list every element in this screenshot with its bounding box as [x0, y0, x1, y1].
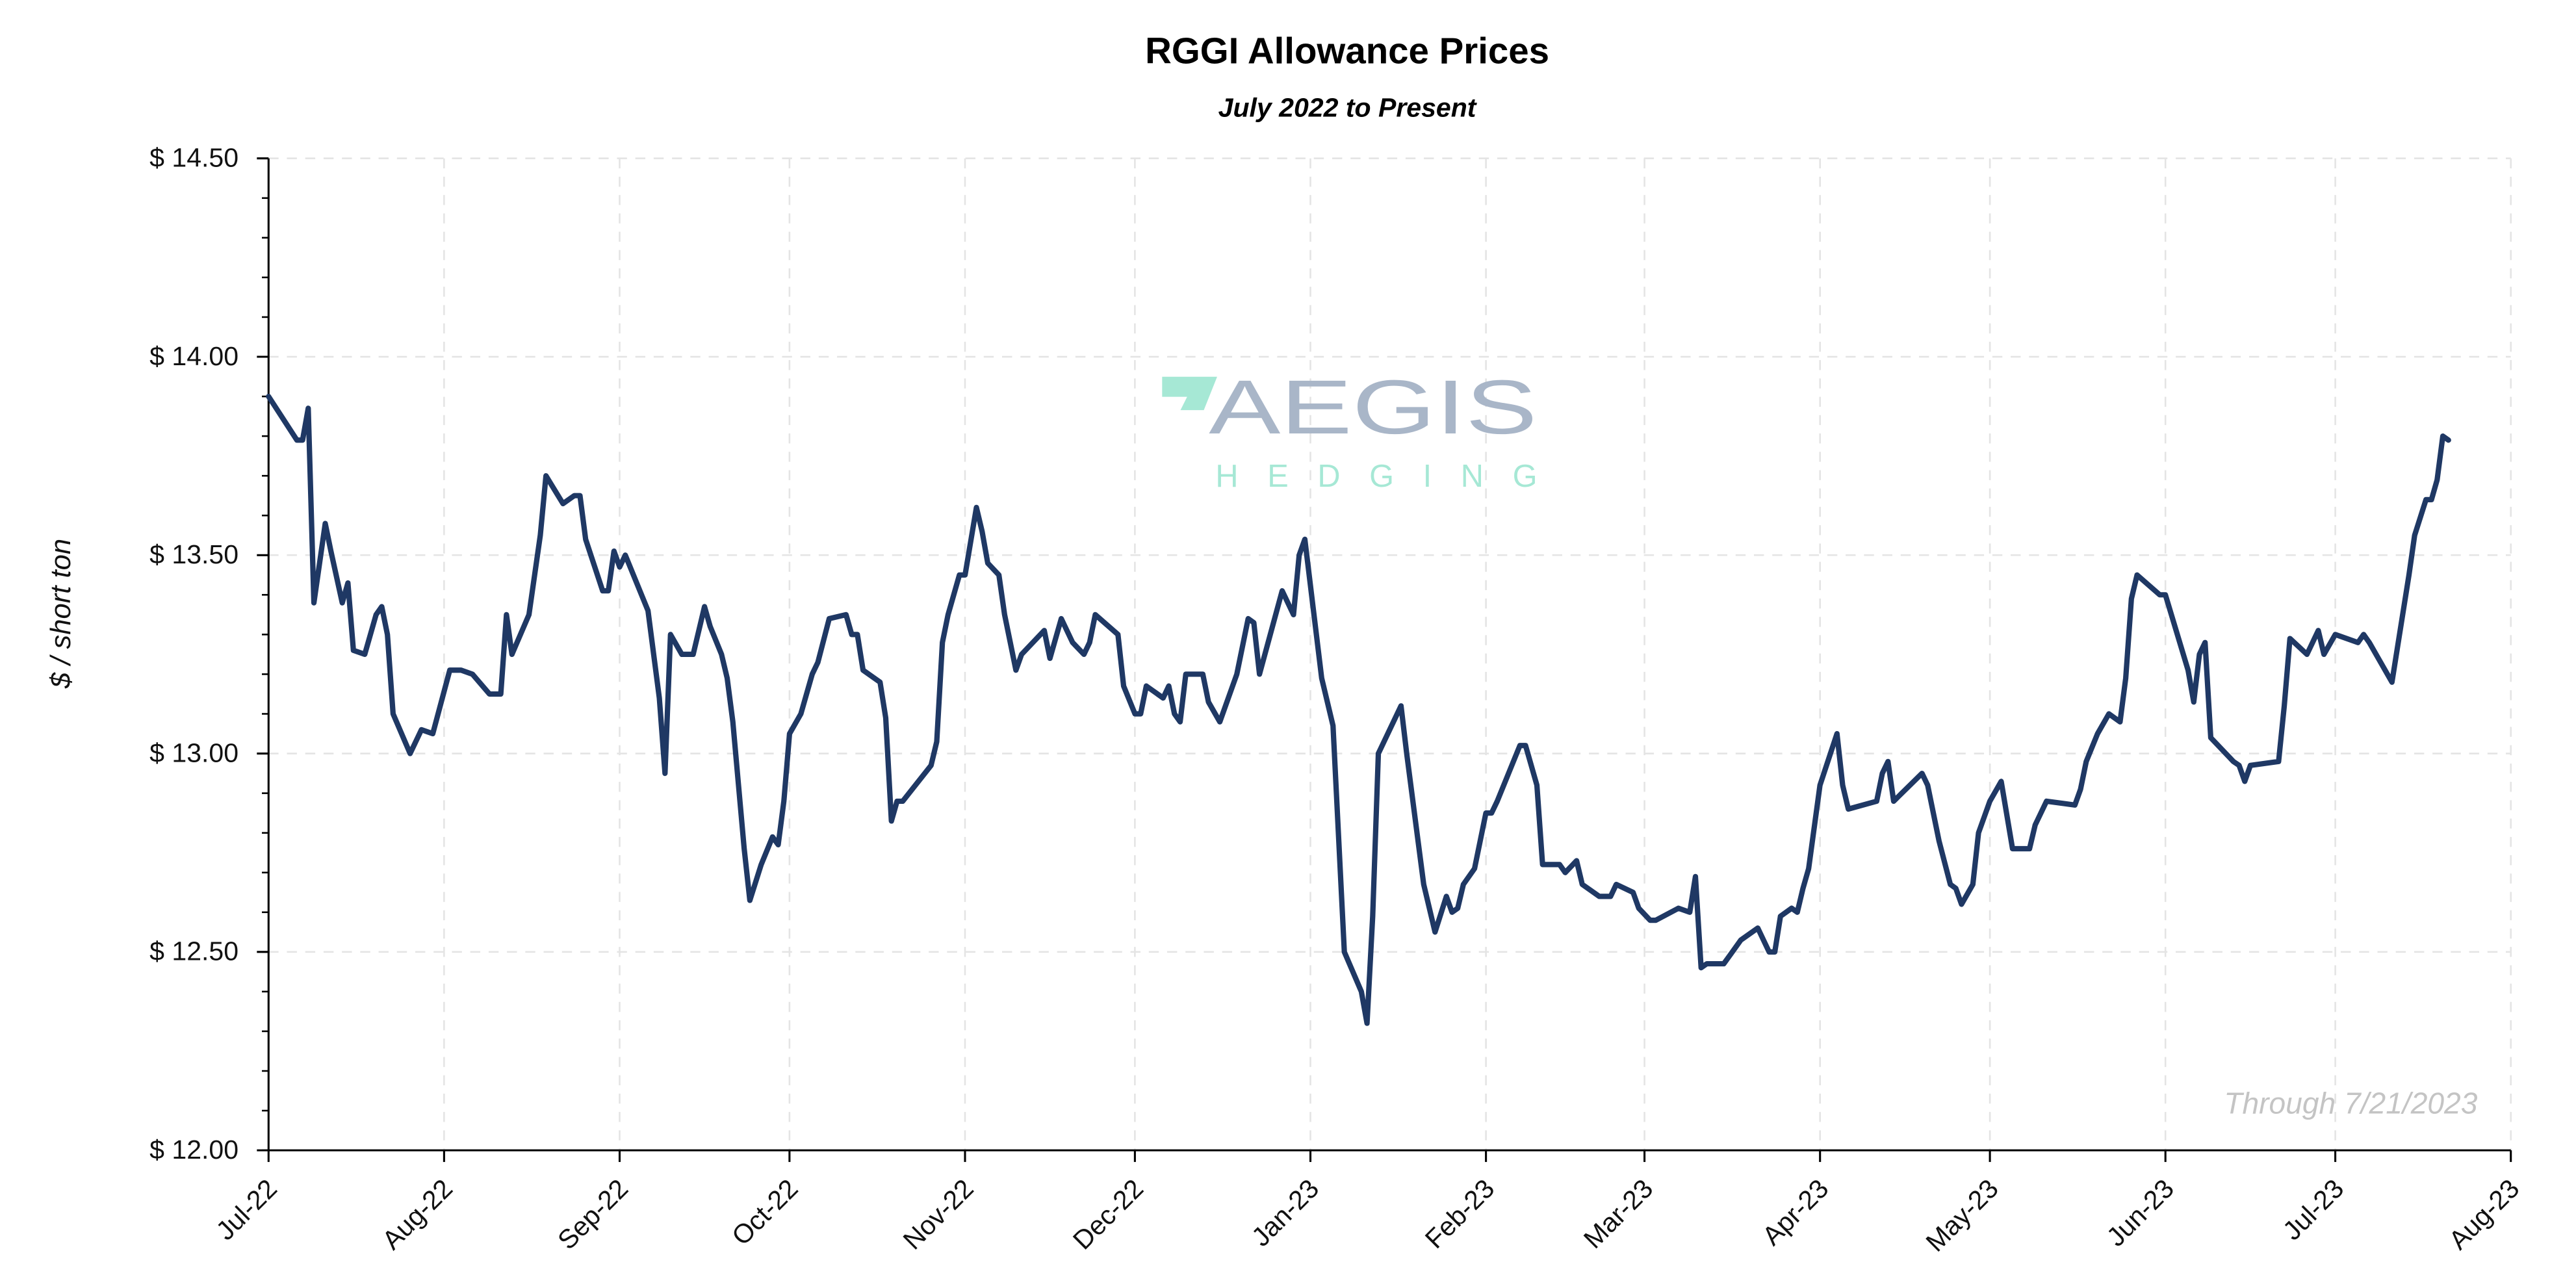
x-tick-label: Dec-22 [1067, 1174, 1149, 1256]
logo-text-aegis: AEGIS [1209, 365, 1537, 450]
logo-text-hedging: HEDGING [1215, 459, 1537, 494]
x-tick-label: Oct-22 [726, 1174, 804, 1252]
x-tick-label: May-23 [1920, 1174, 2004, 1257]
x-tick-label: Jul-23 [2277, 1174, 2350, 1246]
x-tick-label: Nov-22 [897, 1174, 979, 1256]
price-series-line [266, 393, 2451, 1026]
x-tick-label: Jul-22 [210, 1174, 283, 1246]
y-tick-label: $ 12.00 [149, 1135, 238, 1165]
y-tick-label: $ 14.50 [149, 143, 238, 173]
x-tick-label: Jun-23 [2101, 1174, 2180, 1252]
y-axis-label: $ / short ton [45, 539, 77, 689]
x-tick-label: Jan-23 [1246, 1174, 1324, 1252]
x-tick-label: Feb-23 [1419, 1174, 1500, 1254]
y-tick-label: $ 13.50 [149, 539, 238, 569]
y-tick-label: $ 14.00 [149, 341, 238, 371]
through-date-annotation: Through 7/21/2023 [2224, 1087, 2477, 1120]
axes: $ 12.00 $ 12.50 $ 13.00 $ 13.50 $ 14.00 $ 14.… [149, 143, 2525, 1257]
y-tick-label: $ 13.00 [149, 738, 238, 767]
x-tick-label: Aug-22 [376, 1174, 458, 1256]
series-layer [266, 393, 2451, 1026]
gridlines [268, 157, 2512, 1151]
x-tick-label: Sep-22 [552, 1174, 634, 1256]
x-tick-label: Aug-23 [2443, 1174, 2525, 1256]
y-tick-label: $ 12.50 [149, 936, 238, 966]
watermark-logo: AEGIS HEDGING [1162, 365, 1538, 494]
chart-subtitle: July 2022 to Present [1218, 93, 1478, 123]
x-tick-label: Apr-23 [1757, 1174, 1835, 1252]
x-tick-label: Mar-23 [1578, 1174, 1658, 1254]
chart-title: RGGI Allowance Prices [1145, 30, 1549, 71]
logo-mark-icon [1162, 376, 1217, 411]
